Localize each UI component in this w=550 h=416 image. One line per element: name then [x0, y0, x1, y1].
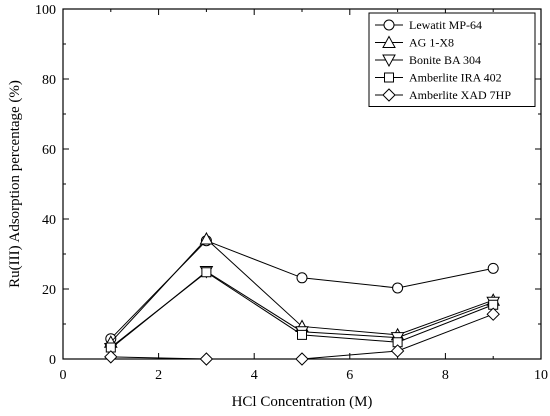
legend-item: Amberlite XAD 7HP	[375, 88, 511, 102]
data-point	[297, 329, 307, 340]
series-amberlite-xad-7hp	[104, 307, 500, 366]
legend-item: Amberlite IRA 402	[375, 71, 502, 85]
legend-item: Lewatit MP-64	[375, 18, 482, 32]
x-axis-title: HCl Concentration (M)	[232, 394, 373, 410]
y-tick-label: 20	[42, 283, 56, 298]
data-point	[487, 262, 499, 274]
y-tick-label: 80	[42, 73, 56, 88]
legend-marker	[382, 54, 396, 68]
data-point	[296, 272, 308, 284]
y-tick-label: 40	[42, 213, 56, 228]
x-tick-label: 0	[60, 368, 67, 383]
data-point	[199, 231, 214, 245]
legend-label: Amberlite XAD 7HP	[409, 88, 511, 102]
x-tick-label: 2	[155, 368, 162, 383]
data-point	[104, 350, 118, 364]
data-point	[392, 282, 404, 294]
y-tick-label: 0	[49, 353, 56, 368]
series-amberlite-ira-402	[105, 267, 499, 353]
data-point	[486, 307, 500, 321]
legend-label: Lewatit MP-64	[409, 18, 482, 32]
data-point	[201, 267, 212, 278]
legend: Lewatit MP-64 AG 1-X8 Bonite BA 304 Amberli…	[368, 12, 536, 107]
y-tick-label: 100	[35, 3, 56, 18]
y-axis-title: Ru(III) Adsorption percentage (%)	[7, 80, 23, 288]
y-tick-label: 60	[42, 143, 56, 158]
data-point	[105, 342, 116, 353]
legend-marker	[382, 35, 396, 48]
x-tick-label: 8	[442, 368, 449, 383]
x-tick-label: 10	[534, 368, 548, 383]
legend-item: AG 1-X8	[375, 35, 454, 50]
x-tick-label: 6	[346, 368, 353, 383]
legend-label: Bonite BA 304	[409, 53, 481, 67]
data-point	[488, 299, 499, 310]
legend-item: Bonite BA 304	[375, 53, 481, 68]
data-point	[392, 337, 403, 348]
data-point	[199, 352, 214, 366]
legend-marker	[382, 88, 396, 102]
x-tick-label: 4	[251, 368, 258, 383]
legend-marker	[384, 72, 394, 83]
legend-marker	[383, 19, 395, 31]
data-point	[390, 344, 405, 358]
legend-label: AG 1-X8	[409, 36, 454, 50]
series-group	[103, 231, 501, 366]
legend-label: Amberlite IRA 402	[409, 71, 502, 85]
data-point	[295, 352, 309, 366]
